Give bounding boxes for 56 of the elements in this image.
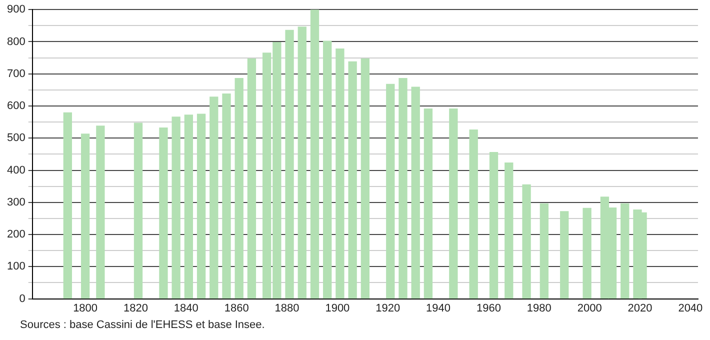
x-tick-label: 1980 xyxy=(526,302,552,314)
y-tick-label: 600 xyxy=(6,100,26,112)
bar xyxy=(298,26,306,299)
bar xyxy=(63,112,72,299)
bar xyxy=(469,129,478,299)
y-tick-label: 700 xyxy=(6,68,26,80)
x-tick-label: 1800 xyxy=(73,302,98,314)
y-tick-label: 300 xyxy=(6,196,26,208)
bar xyxy=(80,134,90,299)
bar xyxy=(96,126,105,299)
bar xyxy=(285,30,294,299)
y-tick-label: 400 xyxy=(6,164,26,176)
bar xyxy=(449,108,458,299)
bar xyxy=(411,86,420,299)
bar xyxy=(159,128,168,299)
x-tick-label: 2000 xyxy=(577,302,602,314)
bar xyxy=(424,108,433,299)
bar xyxy=(489,152,498,299)
y-tick-label: 200 xyxy=(6,228,26,241)
bar xyxy=(522,184,531,299)
x-tick-label: 1900 xyxy=(325,302,350,314)
y-tick-label: 900 xyxy=(6,4,26,16)
bar xyxy=(234,78,244,299)
x-tick-label: 2040 xyxy=(678,302,703,314)
bar xyxy=(560,211,569,299)
bar xyxy=(582,208,592,299)
bar xyxy=(398,78,408,299)
bar xyxy=(360,58,370,299)
x-tick-label: 1880 xyxy=(274,302,300,314)
bar xyxy=(336,48,344,299)
bar xyxy=(134,122,143,299)
x-tick-label: 2020 xyxy=(628,302,652,314)
bar xyxy=(247,58,256,299)
bar xyxy=(323,40,332,299)
bar xyxy=(184,114,194,299)
y-tick-label: 0 xyxy=(19,292,26,305)
x-tick-label: 1960 xyxy=(476,302,501,314)
bar xyxy=(348,61,357,299)
bar xyxy=(222,93,231,299)
x-tick-label: 1820 xyxy=(123,302,148,314)
bar xyxy=(620,203,630,299)
bar xyxy=(210,96,218,299)
bar xyxy=(386,84,395,299)
source-note: Sources : base Cassini de l'EHESS et base Insee. xyxy=(20,319,265,331)
bar xyxy=(310,10,320,299)
bar xyxy=(172,116,180,299)
x-tick-label: 1860 xyxy=(224,302,249,314)
x-tick-label: 1840 xyxy=(174,302,198,314)
x-tick-label: 1920 xyxy=(376,302,400,314)
x-tick-label: 1940 xyxy=(426,302,451,314)
y-tick-label: 500 xyxy=(6,132,26,144)
bar xyxy=(196,114,206,299)
y-tick-label: 100 xyxy=(6,260,26,273)
bar xyxy=(504,162,514,299)
y-tick-label: 800 xyxy=(6,36,26,48)
bar xyxy=(540,203,549,299)
